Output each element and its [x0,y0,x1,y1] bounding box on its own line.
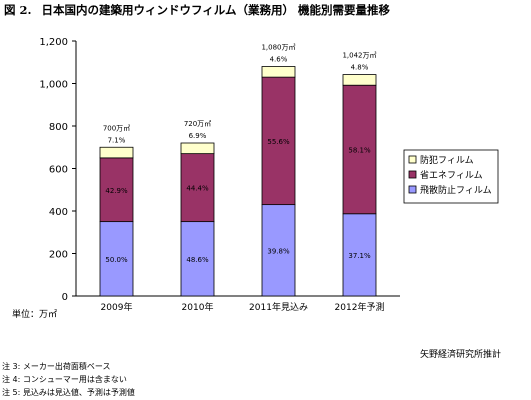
data-label: 7.1% [108,136,126,144]
data-label: 42.9% [105,187,128,195]
note-3: 注 3: メーカー出荷面積ベース [2,362,111,371]
x-tick-label: 2012年予測 [335,301,385,313]
y-tick-label: 600 [49,165,68,176]
data-label: 37.1% [348,252,371,260]
bar-segment [99,221,134,297]
unit-label: 単位：万㎡ [12,310,58,320]
note-4: 注 4: コンシューマー用は含まない [2,375,127,384]
source-label: 矢野経済研究所推計 [419,350,501,360]
figure-title-text: 日本国内の建築用ウィンドウフィルム（業務用） 機能別需要量推移 [41,3,391,17]
total-label: 1,042万㎡ [342,52,376,60]
figure-number: 図 2. [4,3,32,17]
bar-segment [99,146,134,159]
data-label: 6.9% [189,132,207,140]
x-tick-label: 2009年 [101,301,133,313]
y-tick-label: 0 [62,292,68,303]
bar-segment [99,157,134,223]
total-label: 1,080万㎡ [261,44,295,52]
legend-label: 省エネフィルム [420,169,483,181]
data-label: 39.8% [267,247,290,255]
data-label: 58.1% [348,146,371,154]
x-tick-label: 2010年 [182,301,214,313]
bar-segment [180,221,215,297]
y-tick-label: 200 [49,250,68,261]
note-5: 注 5: 見込みは見込値、予測は予測値 [2,388,135,397]
total-label: 700万㎡ [103,124,130,132]
data-label: 48.6% [186,256,209,264]
bar-segment [342,74,377,86]
data-label: 50.0% [105,256,128,264]
legend-label: 飛散防止フィルム [420,184,492,196]
bar-segment [180,153,215,223]
data-label: 55.6% [267,138,290,146]
y-tick-label: 1,000 [39,80,68,91]
figure-title: 図 2. 日本国内の建築用ウィンドウフィルム（業務用） 機能別需要量推移 [4,2,390,18]
total-label: 720万㎡ [184,120,211,128]
bar-segment [180,142,215,155]
y-tick-label: 400 [49,207,68,218]
data-label: 4.8% [351,64,369,72]
bar-segment [342,84,377,215]
x-tick-label: 2011年見込み [249,301,308,313]
y-tick-label: 1,200 [39,37,68,48]
data-label: 44.4% [186,185,209,193]
legend-swatch [408,155,417,164]
legend-swatch [408,185,417,194]
legend-label: 防犯フィルム [420,154,474,166]
y-tick-label: 800 [49,122,68,133]
legend-swatch [408,170,417,179]
data-label: 4.6% [270,56,288,64]
legend [403,149,499,204]
bar-segment [261,66,296,78]
bar-segment [342,213,377,297]
